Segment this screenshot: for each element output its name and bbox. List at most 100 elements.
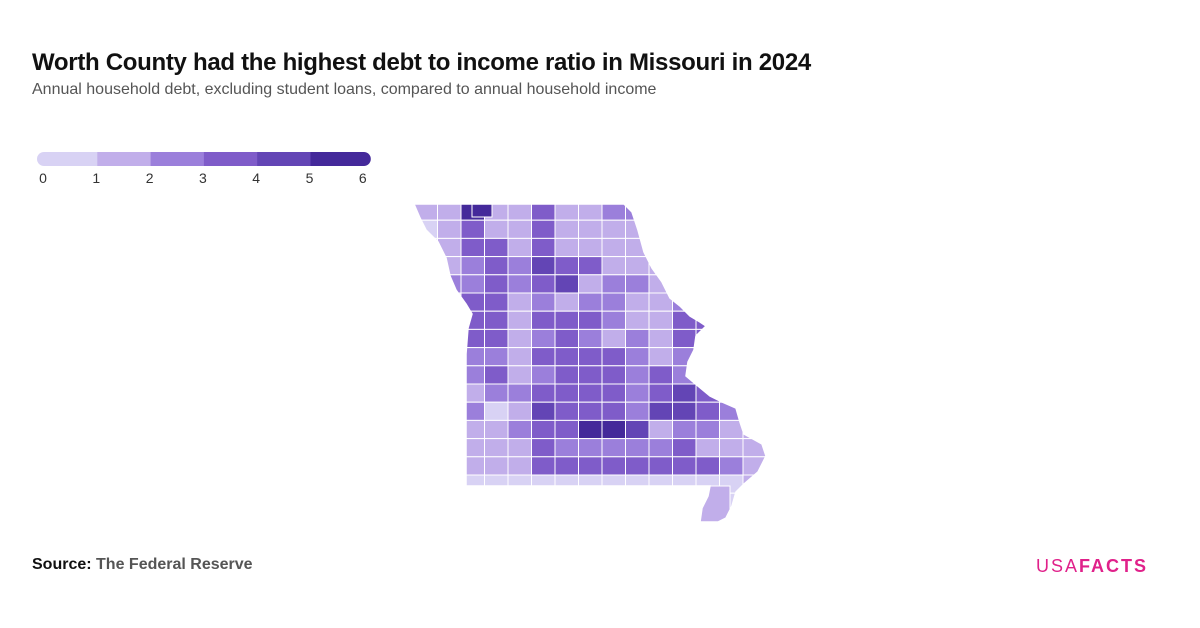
county-cell <box>414 456 438 476</box>
county-cell <box>554 383 579 403</box>
county-cell <box>531 237 556 258</box>
county-cell <box>790 493 800 511</box>
county-cell <box>507 219 532 239</box>
county-cell <box>578 383 603 403</box>
county-cell <box>790 384 800 402</box>
county-cell <box>672 237 697 258</box>
county-cell <box>719 438 744 458</box>
source-label: Source: <box>32 556 92 573</box>
county-cell <box>719 456 744 476</box>
county-cell <box>531 419 556 440</box>
county-cell <box>625 274 650 294</box>
county-cell <box>790 366 800 384</box>
county-cell <box>578 328 603 349</box>
county-cell <box>414 328 438 349</box>
county-cell <box>460 438 485 458</box>
county-cell <box>625 347 650 367</box>
county-cell <box>767 238 791 256</box>
county-cell <box>601 401 626 421</box>
legend-tick-label: 5 <box>306 170 314 186</box>
county-cell <box>625 328 650 349</box>
county-cell <box>460 365 485 385</box>
county-cell <box>531 456 556 476</box>
legend-swatch <box>97 152 152 166</box>
county-cell <box>460 383 485 403</box>
county-cell <box>719 310 744 330</box>
county-cell <box>719 204 744 221</box>
county-cell <box>625 256 650 276</box>
county-cell <box>531 401 556 421</box>
county-cell <box>437 419 462 440</box>
county-cell <box>672 256 697 276</box>
county-cell <box>719 328 744 349</box>
county-cell <box>484 383 509 403</box>
county-cell <box>507 292 532 312</box>
county-cell <box>460 347 485 367</box>
county-cell <box>601 510 626 522</box>
legend-tick-label: 0 <box>39 170 47 186</box>
county-cell <box>554 347 579 367</box>
county-cell <box>790 220 800 238</box>
logo-usa-text: USA <box>1035 556 1079 576</box>
county-cell <box>790 402 800 420</box>
county-cell <box>790 457 800 475</box>
county-cell <box>554 456 579 476</box>
county-cell <box>742 401 766 421</box>
county-cell <box>554 438 579 458</box>
county-cell <box>767 475 791 493</box>
county-cell <box>414 492 438 512</box>
color-legend: 0 1 2 3 4 5 6 <box>37 152 371 186</box>
county-cell <box>625 438 650 458</box>
county-cell <box>601 456 626 476</box>
county-cell <box>578 256 603 276</box>
county-cell <box>484 219 509 239</box>
county-cell <box>554 365 579 385</box>
county-cell <box>601 365 626 385</box>
county-cell <box>695 347 720 367</box>
county-cell <box>414 401 438 421</box>
county-cell <box>531 256 556 276</box>
county-cell <box>460 328 485 349</box>
county-cell <box>554 292 579 312</box>
county-cell <box>767 457 791 475</box>
county-cell <box>554 510 579 522</box>
county-cell <box>484 237 509 258</box>
county-cell <box>625 365 650 385</box>
legend-tick-label: 4 <box>252 170 260 186</box>
county-cell <box>484 492 509 512</box>
legend-ticks: 0 1 2 3 4 5 6 <box>39 170 367 186</box>
legend-tick-label: 3 <box>199 170 207 186</box>
county-cell <box>484 474 509 494</box>
county-cell <box>437 328 462 349</box>
county-cell <box>767 493 791 511</box>
legend-cap-left <box>37 152 51 166</box>
county-cell <box>719 256 744 276</box>
legend-swatch <box>44 152 98 166</box>
county-cell <box>601 310 626 330</box>
legend-tick-label: 6 <box>359 170 367 186</box>
county-cell <box>672 310 697 330</box>
legend-swatch <box>150 152 205 166</box>
county-cell <box>507 256 532 276</box>
source-note: Source: The Federal Reserve <box>32 556 253 574</box>
county-cell <box>460 237 485 258</box>
county-cell <box>414 383 438 403</box>
county-cell <box>742 383 766 403</box>
county-cell <box>672 383 697 403</box>
county-cell <box>767 348 791 366</box>
county-cell <box>578 347 603 367</box>
county-cell <box>742 328 766 349</box>
missouri-outline <box>412 203 767 523</box>
county-cell <box>601 292 626 312</box>
county-cell <box>767 420 791 438</box>
county-cell <box>719 347 744 367</box>
county-cell <box>767 384 791 402</box>
county-cell <box>554 492 579 512</box>
county-cell <box>719 219 744 239</box>
county-cell <box>672 456 697 476</box>
legend-tick-label: 2 <box>146 170 154 186</box>
logo-facts-text: FACTS <box>1078 556 1148 576</box>
county-cell <box>484 456 509 476</box>
legend-swatch <box>203 152 258 166</box>
county-cell <box>507 347 532 367</box>
